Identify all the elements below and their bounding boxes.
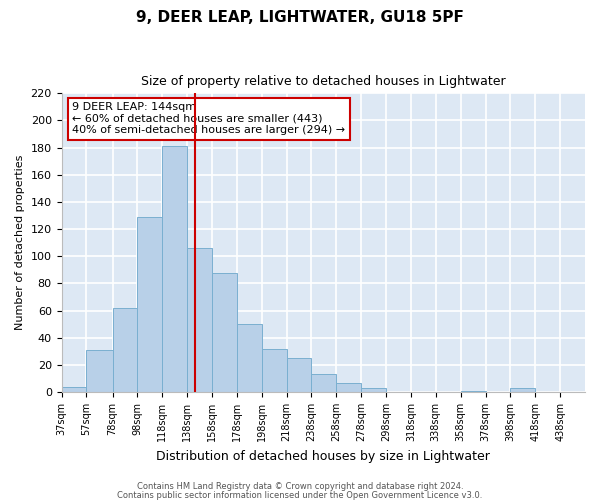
Y-axis label: Number of detached properties: Number of detached properties bbox=[15, 155, 25, 330]
Bar bbox=[86, 350, 113, 392]
Bar bbox=[337, 382, 361, 392]
Bar bbox=[212, 272, 237, 392]
Bar bbox=[262, 348, 287, 392]
Bar bbox=[162, 146, 187, 392]
X-axis label: Distribution of detached houses by size in Lightwater: Distribution of detached houses by size … bbox=[157, 450, 490, 462]
Text: Contains public sector information licensed under the Open Government Licence v3: Contains public sector information licen… bbox=[118, 490, 482, 500]
Text: Contains HM Land Registry data © Crown copyright and database right 2024.: Contains HM Land Registry data © Crown c… bbox=[137, 482, 463, 491]
Bar bbox=[311, 374, 337, 392]
Text: 9, DEER LEAP, LIGHTWATER, GU18 5PF: 9, DEER LEAP, LIGHTWATER, GU18 5PF bbox=[136, 10, 464, 25]
Bar bbox=[137, 217, 162, 392]
Bar bbox=[237, 324, 262, 392]
Bar bbox=[287, 358, 311, 392]
Text: 9 DEER LEAP: 144sqm
← 60% of detached houses are smaller (443)
40% of semi-detac: 9 DEER LEAP: 144sqm ← 60% of detached ho… bbox=[72, 102, 345, 136]
Bar bbox=[361, 388, 386, 392]
Bar bbox=[187, 248, 212, 392]
Title: Size of property relative to detached houses in Lightwater: Size of property relative to detached ho… bbox=[141, 75, 506, 88]
Bar bbox=[461, 390, 485, 392]
Bar bbox=[62, 386, 86, 392]
Bar bbox=[113, 308, 137, 392]
Bar bbox=[511, 388, 535, 392]
